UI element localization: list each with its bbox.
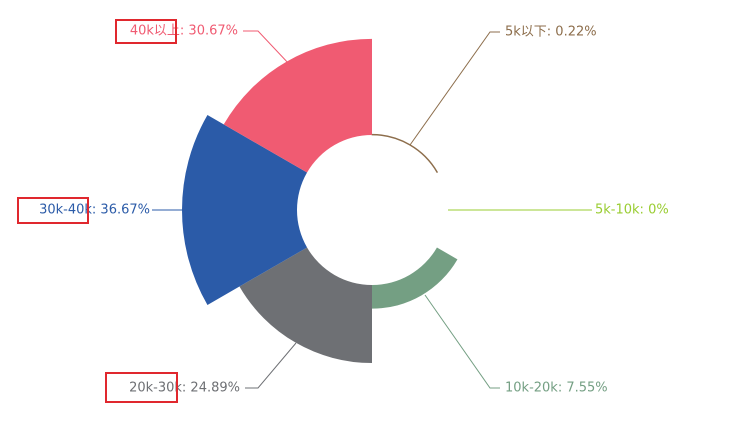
leader-line — [424, 294, 500, 389]
slice-label: 5k-10k: 0% — [595, 203, 669, 218]
labels: 5k以下: 0.22% 5k-10k: 0% 10k-20k: 7.55% 20k-3… — [39, 24, 669, 396]
leader-line — [243, 30, 291, 66]
leader-line — [409, 31, 500, 146]
slice — [182, 115, 308, 305]
slice-label: 40k以上: 30.67% — [130, 24, 238, 39]
slice-label: 30k-40k: 36.67% — [39, 203, 150, 218]
slice-label: 5k以下: 0.22% — [505, 25, 597, 40]
slice-label: 20k-30k: 24.89% — [129, 381, 240, 396]
slice — [372, 247, 458, 309]
highlight-box — [17, 197, 89, 224]
slice — [223, 38, 372, 173]
highlight-box — [105, 372, 178, 403]
slice — [436, 172, 447, 248]
highlight-box — [115, 19, 177, 44]
slice-label: 10k-20k: 7.55% — [505, 381, 608, 396]
slice — [371, 133, 439, 174]
slice — [239, 247, 372, 364]
leader-line — [245, 342, 297, 389]
slices — [182, 38, 458, 364]
